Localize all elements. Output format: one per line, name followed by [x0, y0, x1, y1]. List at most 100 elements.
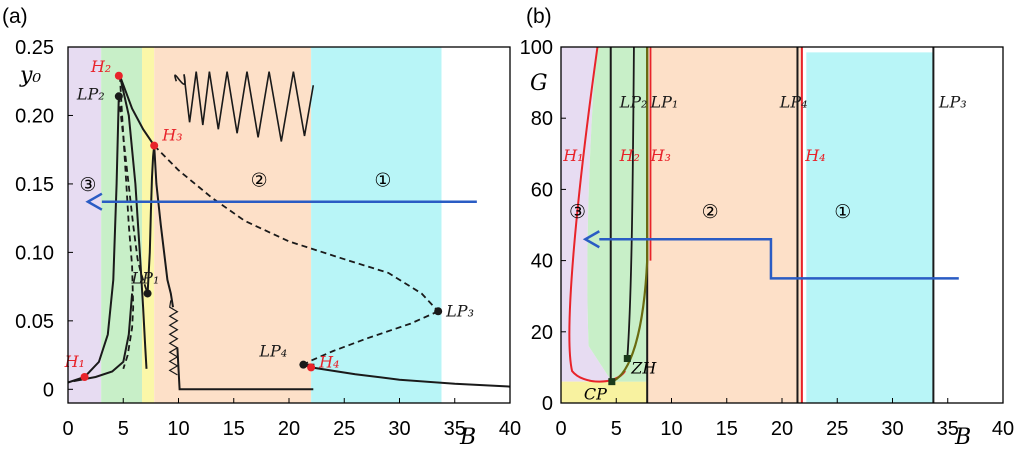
stable-branch: [153, 145, 174, 308]
bifurcation-point: [114, 92, 123, 101]
panel-a-region-labels: ③ ② ①: [79, 170, 391, 196]
panel-a-arrow: [85, 192, 477, 211]
point-label: CP: [584, 385, 607, 404]
x-tick-label: 5: [118, 418, 129, 440]
y-tick-label: 0.05: [15, 311, 54, 333]
x-tick-label: 30: [388, 418, 410, 440]
x-tick-label: 15: [716, 418, 738, 440]
y-tick-label: 0.10: [15, 242, 54, 264]
x-tick-label: 20: [278, 418, 300, 440]
point-label: H₂: [90, 57, 111, 76]
panel-a-y-ticks: 0 0.05 0.10 0.15 0.20 0.25: [15, 37, 73, 401]
panel-b-line-labels: LP₂ LP₁ LP₄ LP₃ H₁ H₂ H₃ H₄ ③ ② ①: [562, 93, 967, 223]
point-label: LP₃: [445, 301, 474, 320]
bifurcation-point: [307, 363, 316, 372]
point-label: LP₄: [258, 342, 287, 361]
region-yellow: [561, 381, 648, 403]
y-tick-label: 0.20: [15, 105, 54, 127]
x-tick-label: 15: [223, 418, 245, 440]
x-tick-label: 35: [444, 418, 466, 440]
stable-branch: [118, 75, 148, 369]
region-cyan: [311, 47, 442, 403]
panel-a-x-ticks: 0 5 10 15 20 25 30 35 40: [62, 398, 521, 440]
y-tick-label: 0.15: [15, 174, 54, 196]
region-number: ③: [79, 174, 96, 196]
x-tick-label: 10: [167, 418, 189, 440]
panel-b-x-axis-label: B: [954, 425, 971, 450]
scan-arrow-line: [599, 237, 959, 280]
bifurcation-point: [143, 289, 152, 298]
point-label: LP₂: [76, 84, 105, 103]
x-tick-label: 35: [937, 418, 959, 440]
point-label: H₄: [318, 352, 339, 371]
x-tick-label: 40: [992, 418, 1014, 440]
stable-branch: [176, 348, 314, 391]
line-label: LP₂: [619, 93, 648, 112]
stable-branch: [73, 293, 134, 383]
y-tick-label: 0: [43, 379, 54, 401]
bifurcation-point: [299, 360, 308, 369]
codim2-point: [608, 378, 616, 386]
panel-b-y-ticks: 0 20 40 60 80 100: [520, 37, 566, 415]
region-green: [587, 47, 648, 382]
panel-a-points: H₂ LP₂ H₃ LP₁ H₁ LP₄ H₄ LP₃: [64, 57, 474, 381]
stable-branch: [118, 75, 156, 147]
bifurcation-point: [434, 307, 443, 316]
x-tick-label: 0: [555, 418, 566, 440]
panel-b-points: CP ZH: [584, 355, 657, 404]
panel-b-x-ticks: 0 5 10 15 20 25 30 35 40: [555, 398, 1014, 440]
y-tick-label: 60: [531, 179, 553, 201]
line-label: H₂: [619, 146, 640, 165]
line-label: LP₃: [938, 93, 967, 112]
panel-a-y-axis-label: y₀: [19, 63, 41, 88]
unstable-branch: [302, 310, 439, 366]
scan-arrow-head: [85, 192, 103, 211]
x-tick-label: 10: [660, 418, 682, 440]
panel-b-y-axis-label: G: [530, 71, 548, 96]
line-label: LP₁: [650, 93, 679, 112]
panel-b-regions: [561, 47, 934, 404]
point-label: H₁: [64, 352, 85, 371]
stable-branch: [146, 145, 156, 294]
point-label: H₃: [161, 126, 182, 145]
h1-curve: [568, 46, 626, 383]
line-label: H₄: [804, 146, 825, 165]
codim2-point: [623, 355, 631, 362]
panel-b-arrow: [582, 230, 959, 280]
region-purple: [68, 47, 102, 403]
x-tick-label: 25: [826, 418, 848, 440]
panel-a: (a) H₂ LP₂ H₃ LP₁ H₁ LP₄ H₄ LP₃ ③ ② ① 0 5 10 15 20 25 3…: [2, 5, 521, 450]
x-tick-label: 0: [62, 418, 73, 440]
h2-line: [626, 46, 635, 359]
line-label: H₃: [650, 146, 671, 165]
region-number: ①: [834, 201, 851, 223]
region-yellow: [142, 47, 155, 403]
panel-a-label: (a): [2, 5, 28, 28]
region-purple: [561, 47, 612, 382]
y-tick-label: 20: [531, 322, 553, 344]
point-label: LP₁: [131, 268, 160, 287]
y-tick-label: 40: [531, 251, 553, 273]
panel-b-curves: [568, 46, 935, 403]
bifurcation-point: [114, 71, 123, 80]
region-number: ②: [702, 201, 719, 223]
region-number: ②: [251, 170, 268, 192]
periodic-orbit-start: [174, 74, 186, 85]
region-number: ③: [569, 201, 586, 223]
line-label: LP₄: [779, 93, 808, 112]
bifurcation-point: [150, 141, 159, 150]
x-tick-label: 30: [881, 418, 903, 440]
y-tick-label: 0.25: [15, 37, 54, 59]
x-tick-label: 40: [499, 418, 521, 440]
x-tick-label: 5: [611, 418, 622, 440]
region-orange: [647, 47, 802, 403]
h2-h3-curve: [611, 47, 649, 383]
scan-arrow-head: [582, 230, 600, 249]
periodic-orbit-max: [183, 71, 315, 142]
y-tick-label: 100: [520, 37, 553, 59]
bifurcation-point: [80, 372, 89, 381]
panel-a-x-axis-label: B: [459, 425, 476, 450]
unstable-branch: [119, 75, 135, 370]
x-tick-label: 25: [333, 418, 355, 440]
